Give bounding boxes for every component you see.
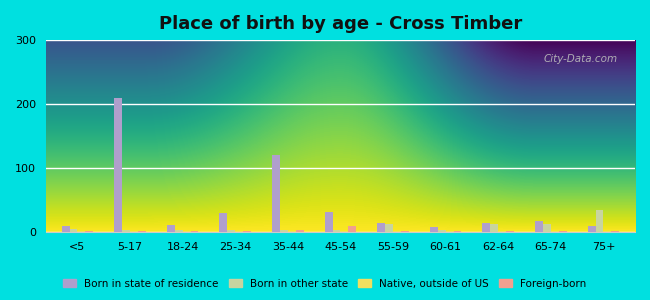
Bar bbox=[220, 213, 228, 232]
Bar bbox=[235, 231, 243, 232]
Bar bbox=[393, 231, 401, 232]
Bar bbox=[280, 230, 288, 232]
Bar bbox=[333, 230, 341, 232]
Bar bbox=[612, 231, 619, 232]
Bar bbox=[183, 231, 190, 232]
Bar bbox=[348, 226, 356, 232]
Title: Place of birth by age - Cross Timber: Place of birth by age - Cross Timber bbox=[159, 15, 522, 33]
Bar bbox=[499, 231, 506, 232]
Bar bbox=[490, 224, 499, 232]
Bar bbox=[243, 231, 251, 232]
Bar bbox=[430, 227, 437, 232]
Bar bbox=[85, 231, 93, 232]
Bar bbox=[506, 231, 514, 232]
Bar bbox=[324, 212, 333, 232]
Bar bbox=[401, 231, 409, 232]
Legend: Born in state of residence, Born in other state, Native, outside of US, Foreign-: Born in state of residence, Born in othe… bbox=[60, 275, 590, 292]
Bar bbox=[227, 230, 235, 232]
Bar bbox=[454, 231, 462, 232]
Text: City-Data.com: City-Data.com bbox=[543, 54, 618, 64]
Bar bbox=[377, 223, 385, 232]
Bar bbox=[130, 231, 138, 232]
Bar bbox=[272, 155, 280, 232]
Bar bbox=[138, 231, 146, 232]
Bar bbox=[190, 231, 198, 232]
Bar bbox=[588, 226, 595, 232]
Bar bbox=[114, 98, 122, 232]
Bar bbox=[167, 225, 175, 232]
Bar bbox=[437, 230, 446, 232]
Bar bbox=[595, 210, 603, 232]
Bar bbox=[559, 231, 567, 232]
Bar bbox=[122, 230, 130, 232]
Bar bbox=[543, 224, 551, 232]
Bar bbox=[175, 230, 183, 232]
Bar bbox=[62, 226, 70, 232]
Bar bbox=[603, 231, 612, 232]
Bar bbox=[77, 231, 85, 232]
Bar bbox=[535, 221, 543, 232]
Bar bbox=[288, 231, 296, 232]
Bar bbox=[70, 229, 77, 232]
Bar bbox=[385, 224, 393, 232]
Bar bbox=[551, 231, 559, 232]
Bar bbox=[341, 231, 348, 232]
Bar bbox=[446, 231, 454, 232]
Bar bbox=[482, 223, 490, 232]
Bar bbox=[296, 230, 304, 232]
